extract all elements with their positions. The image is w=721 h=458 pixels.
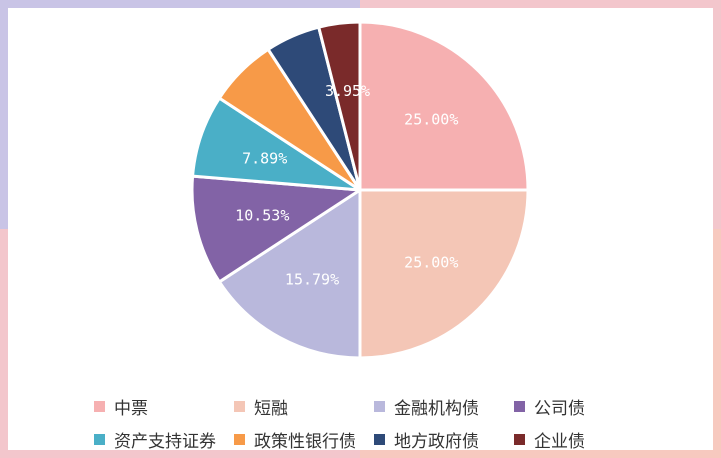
legend-item-4: 资产支持证券 <box>94 427 234 452</box>
legend-swatch-7 <box>514 434 525 445</box>
pie-slice-1 <box>358 188 530 360</box>
legend-label-5: 政策性银行债 <box>254 432 356 452</box>
legend-swatch-2 <box>374 401 385 412</box>
chart-card: 25.00% 25.00% 15.79% 10.53% 7.89% 3.95% 中票 短融 金… <box>8 8 713 452</box>
data-label-4: 7.89% <box>242 149 287 167</box>
legend-item-7: 企业债 <box>514 427 634 452</box>
legend-item-6: 地方政府债 <box>374 427 514 452</box>
legend-swatch-1 <box>234 401 245 412</box>
data-label-3: 10.53% <box>235 207 289 225</box>
pie-slice-0 <box>358 20 530 192</box>
legend-swatch-6 <box>374 434 385 445</box>
legend-label-1: 短融 <box>254 399 288 419</box>
pie-chart: 25.00% 25.00% 15.79% 10.53% 7.89% 3.95% <box>190 20 530 360</box>
pie-slice-2 <box>217 187 362 360</box>
legend-label-7: 企业债 <box>534 432 585 452</box>
legend-label-0: 中票 <box>114 399 148 419</box>
legend-label-4: 资产支持证券 <box>114 432 216 452</box>
data-label-2: 15.79% <box>285 271 339 289</box>
legend-item-2: 金融机构债 <box>374 394 514 419</box>
legend-swatch-3 <box>514 401 525 412</box>
legend-item-5: 政策性银行债 <box>234 427 374 452</box>
data-label-7: 3.95% <box>325 82 370 100</box>
data-label-0: 25.00% <box>404 111 458 129</box>
legend-swatch-0 <box>94 401 105 412</box>
legend-label-6: 地方政府债 <box>394 432 479 452</box>
legend: 中票 短融 金融机构债 公司债资产支持证券 政策性银行债 地方政府债 企业债 <box>94 394 634 452</box>
legend-swatch-5 <box>234 434 245 445</box>
legend-swatch-4 <box>94 434 105 445</box>
legend-item-3: 公司债 <box>514 394 634 419</box>
legend-label-2: 金融机构债 <box>394 399 479 419</box>
legend-item-0: 中票 <box>94 394 234 419</box>
legend-label-3: 公司债 <box>534 399 585 419</box>
pie-slice-7 <box>316 20 362 191</box>
pie-slice-3 <box>190 174 365 284</box>
legend-item-1: 短融 <box>234 394 374 419</box>
data-label-1: 25.00% <box>404 253 458 271</box>
